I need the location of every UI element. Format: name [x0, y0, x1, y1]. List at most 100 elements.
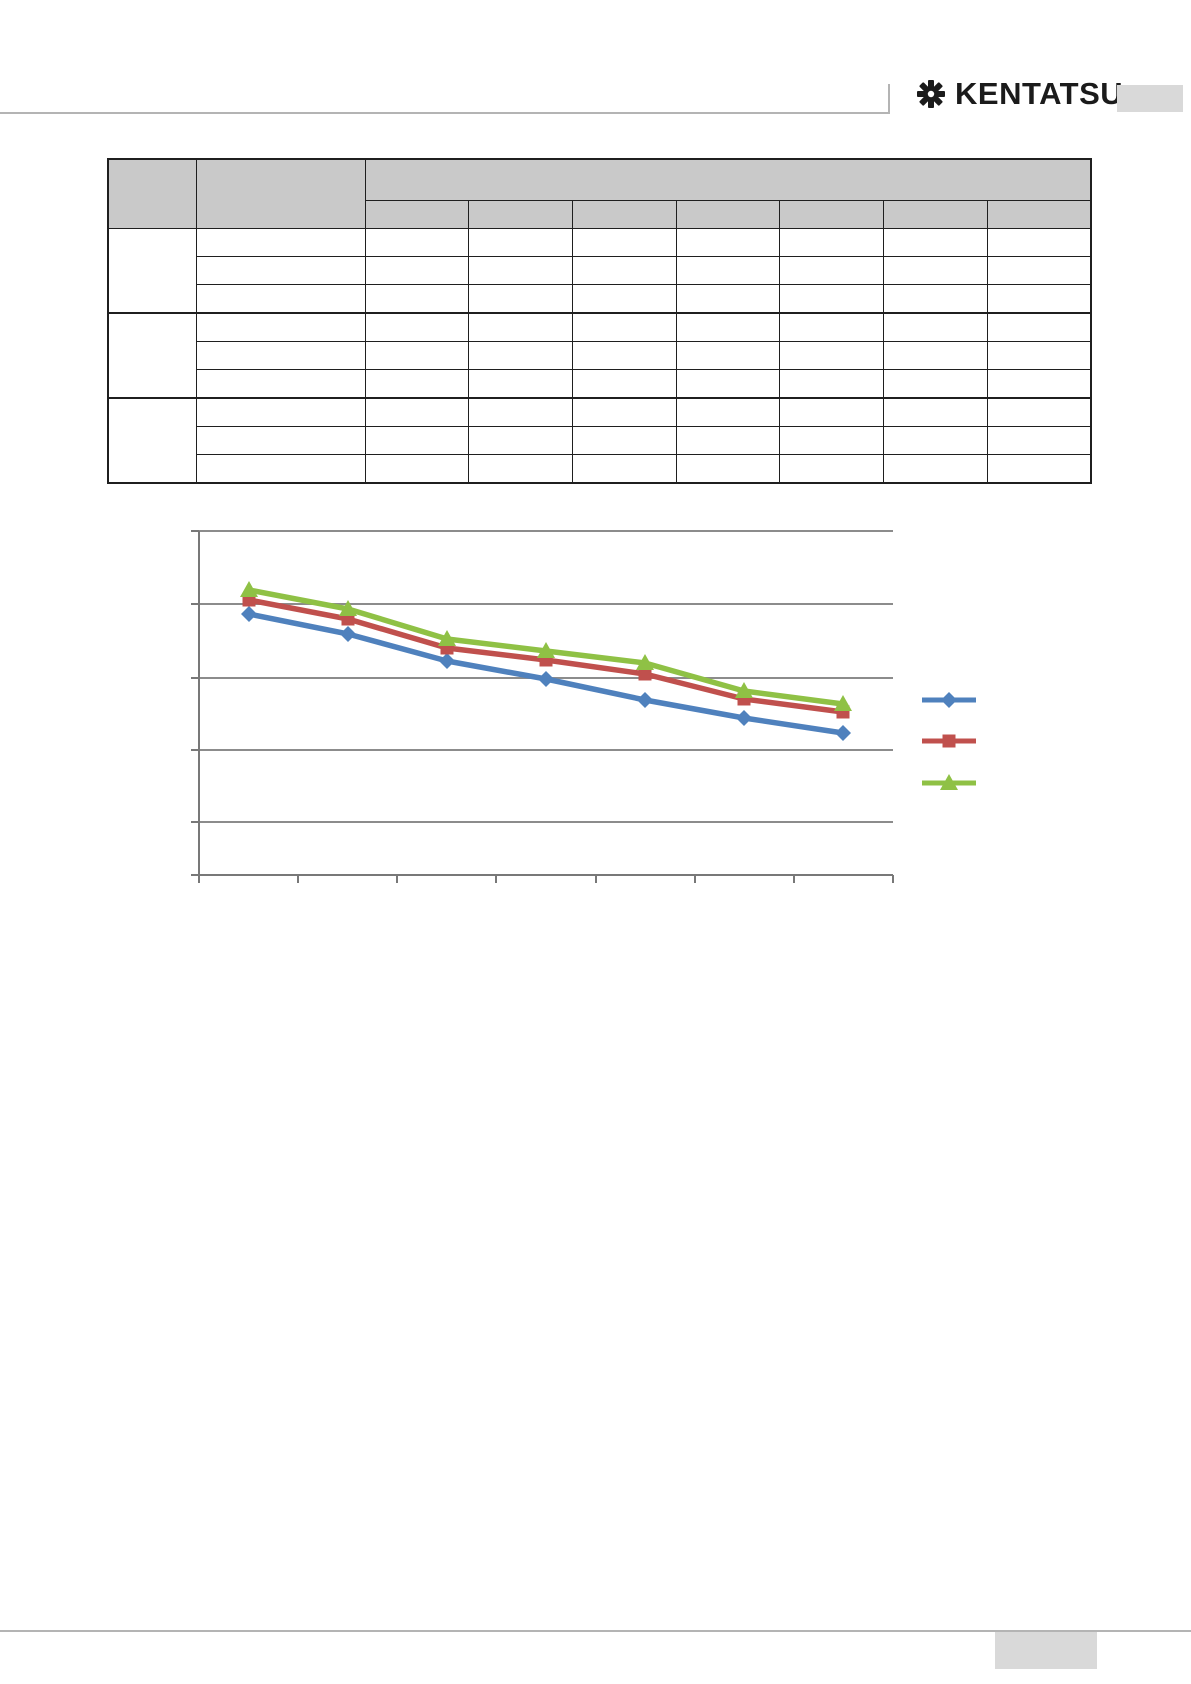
table-cell — [195, 284, 366, 314]
table-cell — [468, 341, 573, 370]
table-subheader — [364, 200, 470, 229]
diamond-marker — [736, 710, 752, 726]
table-cell — [195, 256, 366, 285]
triangle-marker — [940, 774, 958, 790]
table-cell — [986, 341, 1092, 370]
table-cell — [468, 369, 573, 399]
table-cell — [986, 454, 1092, 484]
triangle-marker — [339, 600, 357, 616]
diamond-marker — [835, 725, 851, 741]
legend-item-triangle — [922, 774, 976, 790]
table-cell — [364, 256, 470, 285]
table-cell — [195, 454, 366, 484]
table-cell — [571, 284, 677, 314]
table-cell — [571, 312, 677, 342]
diamond-marker — [439, 653, 455, 669]
brand-logo: KENTATSU — [916, 76, 1123, 112]
spec-table — [107, 158, 1092, 484]
table-subheader — [675, 200, 781, 229]
table-cell — [195, 341, 366, 370]
table-cell — [882, 284, 988, 314]
table-cell — [882, 426, 988, 455]
table-cell — [779, 312, 884, 342]
table-cell — [468, 284, 573, 314]
table-cell — [779, 341, 884, 370]
table-subheader — [779, 200, 884, 229]
table-cell — [571, 341, 677, 370]
table-cell — [675, 397, 781, 427]
diamond-marker — [340, 626, 356, 642]
table-cell — [675, 228, 781, 257]
table-header-col0 — [107, 158, 197, 229]
table-cell — [195, 312, 366, 342]
diamond-marker — [637, 692, 653, 708]
table-cell — [364, 369, 470, 399]
table-subheader — [468, 200, 573, 229]
gear-icon — [917, 80, 945, 108]
diamond-marker — [941, 692, 957, 708]
table-rowgroup-label — [107, 312, 197, 399]
brand-name: KENTATSU — [955, 76, 1124, 111]
table-cell — [195, 397, 366, 427]
diamond-marker — [538, 671, 554, 687]
triangle-marker — [438, 630, 456, 646]
triangle-marker — [735, 682, 753, 698]
table-subheader — [986, 200, 1092, 229]
table-cell — [675, 341, 781, 370]
table-cell — [986, 397, 1092, 427]
header-badge — [1117, 85, 1183, 112]
square-marker — [638, 667, 652, 681]
triangle-marker — [240, 581, 258, 597]
table-cell — [468, 256, 573, 285]
table-cell — [468, 228, 573, 257]
footer-rule — [0, 1630, 1191, 1632]
table-cell — [779, 454, 884, 484]
table-cell — [364, 397, 470, 427]
triangle-marker — [537, 642, 555, 658]
table-cell — [882, 312, 988, 342]
table-subheader — [571, 200, 677, 229]
table-cell — [882, 397, 988, 427]
legend-item-diamond — [922, 692, 976, 708]
triangle-marker — [834, 695, 852, 711]
table-cell — [675, 426, 781, 455]
legend-item-square — [922, 734, 976, 748]
table-rowgroup-label — [107, 397, 197, 484]
table-cell — [779, 284, 884, 314]
diamond-marker — [241, 606, 257, 622]
table-cell — [675, 256, 781, 285]
table-cell — [468, 397, 573, 427]
table-cell — [364, 341, 470, 370]
table-cell — [571, 426, 677, 455]
table-header-col1 — [195, 158, 366, 229]
table-cell — [882, 256, 988, 285]
table-cell — [571, 454, 677, 484]
table-cell — [571, 256, 677, 285]
table-cell — [468, 426, 573, 455]
table-cell — [468, 312, 573, 342]
table-cell — [882, 228, 988, 257]
table-cell — [675, 454, 781, 484]
header-rule-riser — [888, 84, 890, 114]
table-cell — [468, 454, 573, 484]
table-cell — [195, 426, 366, 455]
footer-badge — [995, 1632, 1097, 1669]
table-cell — [882, 369, 988, 399]
table-cell — [986, 256, 1092, 285]
table-cell — [364, 454, 470, 484]
series-blue-diamond — [241, 606, 851, 741]
table-cell — [571, 369, 677, 399]
table-cell — [986, 426, 1092, 455]
series-green-triangle — [240, 581, 852, 711]
table-cell — [779, 369, 884, 399]
table-cell — [882, 454, 988, 484]
table-subheader — [882, 200, 988, 229]
table-rowgroup-label — [107, 228, 197, 314]
table-cell — [779, 397, 884, 427]
square-marker — [942, 734, 956, 748]
table-cell — [364, 426, 470, 455]
header-rule — [0, 112, 888, 114]
triangle-marker — [636, 654, 654, 670]
table-cell — [779, 426, 884, 455]
